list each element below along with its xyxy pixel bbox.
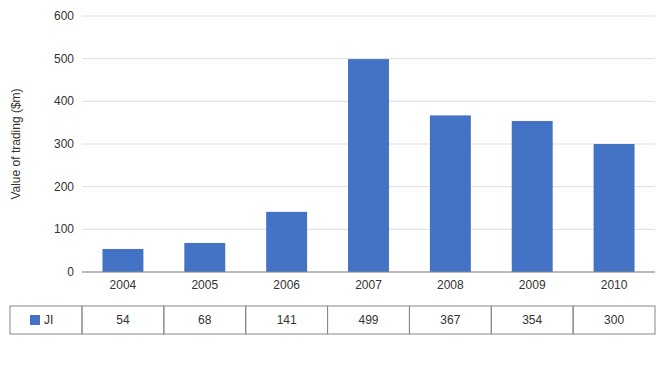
table-value: 499 [358, 313, 378, 327]
bar [102, 249, 143, 272]
table-cell [573, 306, 655, 334]
bar [266, 212, 307, 272]
grid-line [82, 58, 655, 59]
grid-line [82, 272, 655, 273]
x-tick-label: 2005 [191, 278, 218, 292]
bar [512, 121, 553, 272]
table-value: 354 [522, 313, 542, 327]
x-tick-label: 2008 [437, 278, 464, 292]
table-cell [164, 306, 246, 334]
table-cell [328, 306, 410, 334]
x-axis-line [82, 272, 655, 273]
table-cell [10, 306, 82, 334]
x-tick-label: 2004 [110, 278, 137, 292]
x-tick-label: 2010 [601, 278, 628, 292]
y-tick-label: 200 [54, 180, 74, 194]
table-cell [82, 306, 164, 334]
y-tick-label: 100 [54, 222, 74, 236]
data-table: JI 54 68 141 499 367 354 300 [10, 306, 655, 334]
grid [82, 16, 655, 272]
x-tick-label: 2007 [355, 278, 382, 292]
table-cell [409, 306, 491, 334]
y-tick-label: 300 [54, 137, 74, 151]
y-tick-label: 600 [54, 9, 74, 23]
bar [348, 59, 389, 272]
table-cell [246, 306, 328, 334]
bar [430, 115, 471, 272]
chart-container: 0 100 200 300 400 500 600 2004 2005 2006 2007 2008 2… [0, 0, 671, 387]
legend-label: JI [44, 313, 53, 327]
bars [102, 59, 634, 272]
legend-swatch [30, 315, 40, 325]
table-value: 367 [440, 313, 460, 327]
table-value: 68 [198, 313, 212, 327]
bar [184, 243, 225, 272]
table-value: 54 [116, 313, 130, 327]
table-cell [491, 306, 573, 334]
y-tick-label: 400 [54, 94, 74, 108]
grid-line [82, 16, 655, 17]
y-tick-label: 0 [67, 265, 74, 279]
chart-svg: 0 100 200 300 400 500 600 2004 2005 2006 2007 2008 2… [0, 0, 671, 387]
x-tick-label: 2006 [273, 278, 300, 292]
bar [594, 144, 635, 272]
table-value: 300 [604, 313, 624, 327]
y-tick-label: 500 [54, 52, 74, 66]
x-tick-label: 2009 [519, 278, 546, 292]
y-axis-label: Value of trading ($m) [9, 88, 23, 199]
table-value: 141 [277, 313, 297, 327]
